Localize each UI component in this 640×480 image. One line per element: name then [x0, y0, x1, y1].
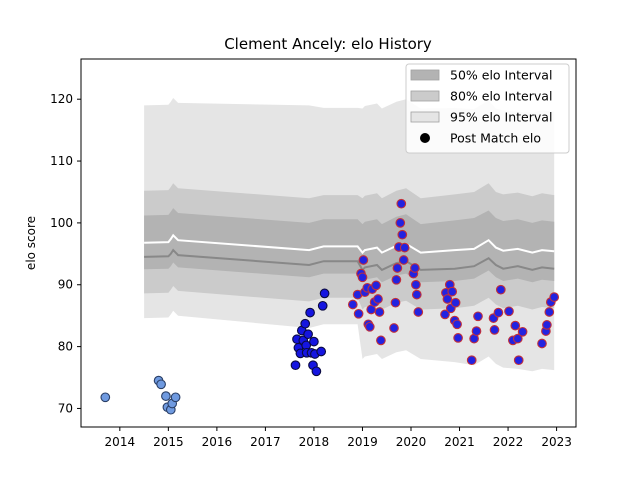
x-tick-label: 2018 [299, 435, 330, 449]
legend-swatch [410, 111, 440, 123]
x-tick-label: 2020 [396, 435, 427, 449]
band-50-interval [144, 208, 555, 283]
y-tick-label: 80 [58, 340, 73, 354]
elo-point-group-3 [353, 308, 364, 319]
elo-point-group-3 [513, 355, 524, 366]
elo-point-group-3 [347, 299, 358, 310]
elo-point-group-3 [489, 325, 500, 335]
y-tick-label: 70 [58, 401, 73, 415]
elo-point-group-3 [390, 297, 401, 308]
elo-point-group-3 [364, 321, 375, 332]
elo-point-group-1 [170, 392, 181, 403]
x-tick-label: 2016 [202, 435, 233, 449]
elo-point-group-2 [290, 360, 301, 371]
elo-point-group-3 [410, 263, 420, 273]
x-tick-label: 2019 [347, 435, 378, 449]
chart-title: Clement Ancely: elo History [224, 35, 432, 53]
x-tick-label: 2014 [105, 435, 136, 449]
elo-point-group-3 [411, 279, 421, 290]
elo-point-group-2 [316, 346, 327, 357]
elo-point-group-2 [319, 288, 330, 299]
axes: 2014 2015 2016 2017 2018 2019 2020 2021 2022 2023… [50, 58, 577, 449]
elo-point-group-3 [453, 333, 463, 343]
elo-point-group-3 [358, 255, 369, 265]
elo-point-group-3 [376, 335, 386, 346]
elo-point-group-3 [495, 284, 506, 295]
elo-point-group-3 [440, 309, 450, 320]
y-axis-label: elo score [24, 216, 38, 270]
legend-swatch [410, 69, 440, 81]
x-tick-label: 2017 [250, 435, 281, 449]
mean-line [144, 233, 555, 255]
y-tick-label: 110 [50, 154, 73, 168]
elo-point-group-3 [399, 242, 410, 253]
elo-point-group-3 [466, 355, 477, 366]
legend-label: Post Match elo [450, 131, 541, 146]
plot-area [100, 98, 560, 415]
elo-point-group-3 [395, 218, 406, 228]
elo-point-group-3 [473, 311, 483, 322]
elo-point-group-3 [544, 307, 555, 317]
elo-point-group-2 [309, 336, 319, 347]
axes-frame [80, 58, 577, 428]
elo-point-group-3 [504, 306, 514, 317]
elo-point-group-3 [413, 307, 424, 317]
elo-point-group-3 [357, 272, 368, 283]
elo-point-group-3 [373, 294, 383, 304]
elo-point-group-3 [447, 286, 458, 297]
elo-point-group-3 [392, 263, 403, 273]
legend-marker [420, 133, 430, 143]
elo-point-group-3 [396, 198, 407, 209]
elo-point-group-2 [311, 366, 322, 377]
median-line [144, 248, 555, 272]
legend-label: 80% elo Interval [450, 89, 552, 104]
elo-point-group-2 [303, 329, 313, 340]
elo-point-group-3 [398, 255, 409, 265]
elo-point-group-3 [397, 229, 408, 240]
elo-point-group-3 [537, 338, 547, 349]
elo-point-group-3 [374, 307, 385, 317]
elo-point-group-1 [156, 379, 166, 390]
elo-point-group-3 [411, 289, 422, 300]
x-tick-label: 2015 [153, 435, 184, 449]
x-tick-label: 2023 [541, 435, 572, 449]
elo-point-group-3 [389, 323, 399, 333]
elo-point-group-3 [493, 307, 504, 318]
y-tick-label: 100 [50, 216, 73, 230]
x-tick-label: 2022 [493, 435, 524, 449]
elo-point-group-3 [549, 292, 560, 302]
elo-point-group-3 [371, 280, 381, 291]
elo-point-group-2 [317, 300, 328, 311]
elo-point-group-3 [450, 297, 461, 308]
elo-point-group-1 [100, 392, 111, 403]
legend-label: 95% elo Interval [450, 110, 552, 125]
x-tick-label: 2021 [444, 435, 475, 449]
legend-box [405, 63, 570, 154]
elo-point-group-3 [471, 326, 482, 336]
elo-point-group-3 [452, 319, 462, 330]
elo-point-group-3 [542, 320, 552, 330]
legend: 50% elo Interval 80% elo Interval 95% elo … [405, 63, 570, 154]
elo-point-group-3 [510, 320, 521, 331]
elo-point-group-2 [305, 307, 315, 318]
elo-point-group-3 [391, 274, 402, 285]
elo-point-group-1 [161, 391, 171, 401]
legend-swatch [410, 90, 440, 102]
legend-label: 50% elo Interval [450, 68, 552, 83]
y-tick-label: 120 [50, 92, 73, 106]
y-tick-label: 90 [58, 278, 73, 292]
elo-point-group-3 [517, 326, 528, 337]
elo-point-group-3 [442, 294, 453, 304]
elo-point-group-3 [512, 333, 523, 344]
elo-point-group-2 [300, 318, 311, 329]
